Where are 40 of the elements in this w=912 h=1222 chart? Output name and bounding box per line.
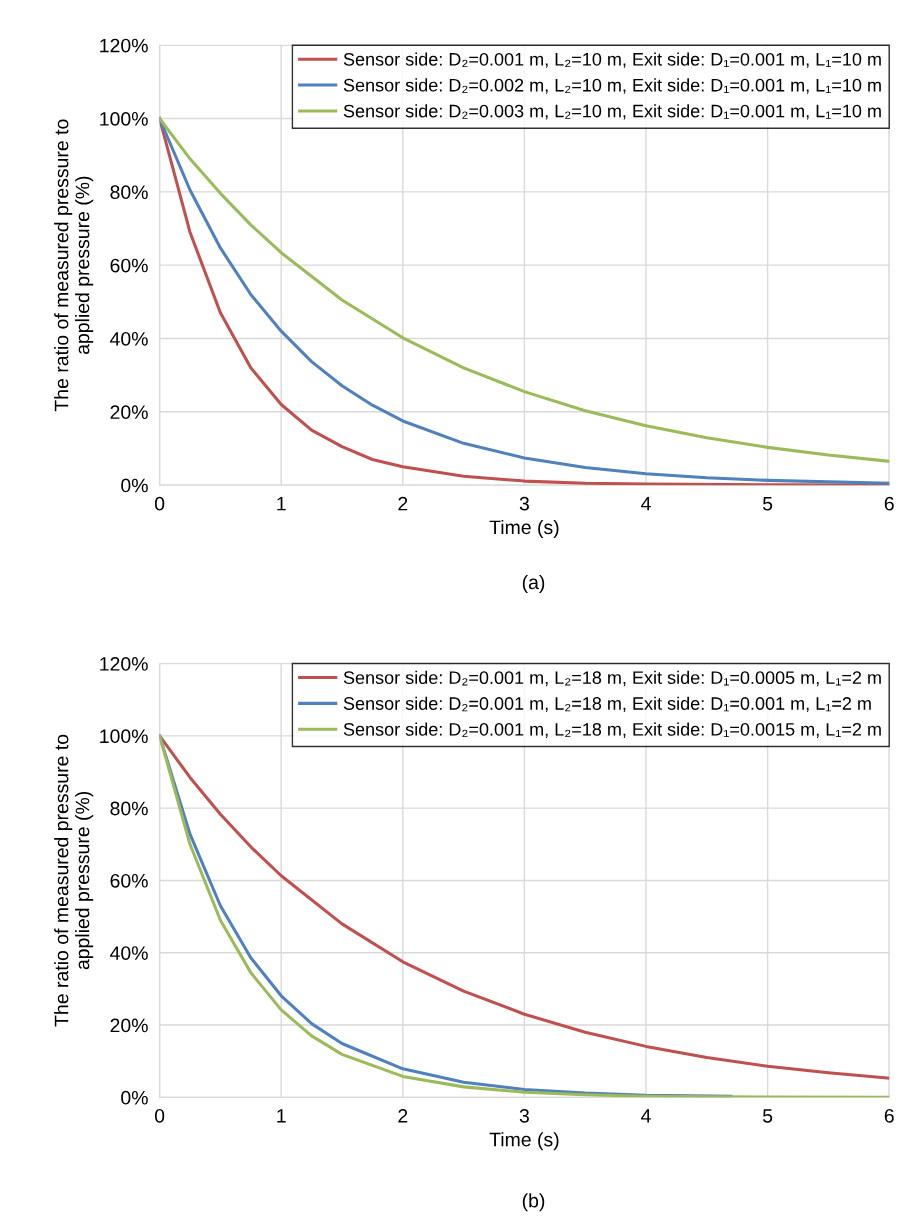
- y-axis-title: The ratio of measured pressure to applied pressure (%): [54, 119, 94, 412]
- y-tick-label: 120%: [100, 38, 148, 53]
- x-axis-title: Time (s): [489, 519, 559, 539]
- x-tick-label: 5: [762, 1109, 773, 1123]
- legend-label: Sensor side: D₂=0.001 m, L₂=18 m, Exit side: D₁=0.001 m, L₁=2 m: [343, 696, 871, 713]
- x-tick-label: 1: [277, 1109, 286, 1123]
- x-tick-label: 4: [641, 1109, 651, 1123]
- y-tick-label: 120%: [100, 657, 148, 671]
- y-tick-label: 20%: [110, 1018, 148, 1033]
- y-tick-label: 60%: [110, 873, 148, 888]
- x-tick-label: 6: [884, 496, 894, 511]
- y-tick-label: 80%: [110, 185, 148, 200]
- x-tick-label: 5: [762, 496, 773, 511]
- text: (a): [522, 574, 545, 594]
- y-tick-label: 60%: [110, 258, 148, 273]
- x-tick-label: 3: [519, 496, 529, 511]
- y-tick-label: 80%: [110, 801, 148, 816]
- x-axis-title: Time (s): [489, 1132, 559, 1151]
- y-tick-label: 40%: [110, 331, 148, 346]
- legend-label: Sensor side: D₂=0.001 m, L₂=18 m, Exit side: D₁=0.0015 m, L₁=2 m: [343, 722, 881, 738]
- x-tick-label: 2: [398, 496, 408, 511]
- x-tick-label: 4: [641, 496, 651, 511]
- x-tick-label: 0: [154, 496, 165, 511]
- x-tick-label: 2: [398, 1108, 408, 1123]
- y-axis-title: The ratio of measured pressure to applied pressure (%): [54, 734, 94, 1027]
- y-tick-label: 100%: [100, 112, 148, 126]
- legend-label: Sensor side: D₂=0.001 m, L₂=18 m, Exit side: D₁=0.0005 m, L₁=2 m: [343, 670, 881, 687]
- legend-label: Sensor side: D₂=0.002 m, L₂=10 m, Exit side: D₁=0.001 m, L₁=10 m: [343, 78, 881, 94]
- y-tick-label: 40%: [110, 946, 148, 960]
- legend-label: Sensor side: D₂=0.003 m, L₂=10 m, Exit side: D₁=0.001 m, L₁=10 m: [343, 104, 881, 120]
- y-tick-label: 0%: [121, 478, 148, 493]
- y-tick-label: 20%: [110, 405, 148, 420]
- x-tick-label: 1: [277, 496, 286, 511]
- x-tick-label: 0: [154, 1108, 165, 1123]
- x-tick-label: 3: [519, 1108, 529, 1123]
- x-tick-label: 6: [884, 1108, 894, 1123]
- y-tick-label: 0%: [121, 1090, 148, 1105]
- y-tick-label: 100%: [100, 729, 148, 744]
- text: (b): [522, 1193, 545, 1212]
- legend-label: Sensor side: D₂=0.001 m, L₂=10 m, Exit side: D₁=0.001 m, L₁=10 m: [343, 52, 881, 68]
